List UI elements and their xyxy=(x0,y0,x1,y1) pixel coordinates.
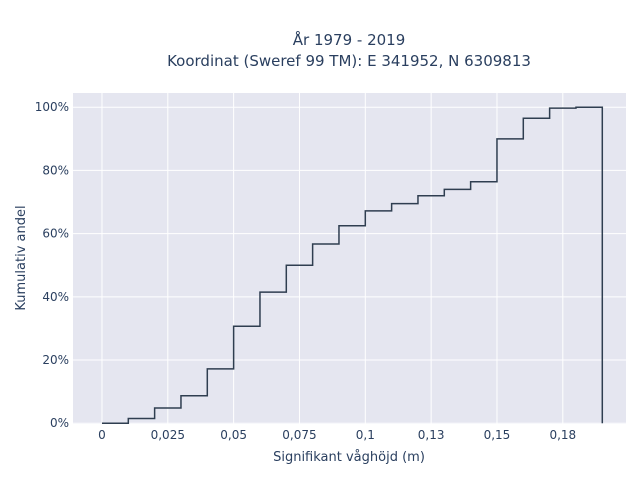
y-tick-label: 60% xyxy=(42,227,69,241)
y-axis-label: Kumulativ andel xyxy=(14,205,29,310)
y-axis-ticks: 0% 20% 40% 60% 80% 100% xyxy=(35,100,69,430)
chart-subtitle-line: Koordinat (Sweref 99 TM): E 341952, N 63… xyxy=(167,52,531,70)
grid xyxy=(73,93,626,424)
series-line xyxy=(101,106,604,424)
x-axis-ticks: 0 0,025 0,05 0,075 0,1 0,13 0,15 0,18 xyxy=(98,428,576,442)
x-tick-label: 0,075 xyxy=(282,428,316,442)
chart-title-line: År 1979 - 2019 xyxy=(293,30,406,49)
series-layer xyxy=(101,106,604,424)
x-axis-label: Signifikant våghöjd (m) xyxy=(273,450,425,465)
y-tick-label: 0% xyxy=(50,416,69,430)
chart-title: År 1979 - 2019 Koordinat (Sweref 99 TM):… xyxy=(167,30,531,70)
x-tick-label: 0,15 xyxy=(484,428,511,442)
x-tick-label: 0,13 xyxy=(418,428,445,442)
x-tick-label: 0 xyxy=(98,428,106,442)
x-tick-label: 0,025 xyxy=(151,428,185,442)
y-tick-label: 20% xyxy=(42,353,69,367)
x-tick-label: 0,18 xyxy=(549,428,576,442)
y-tick-label: 40% xyxy=(42,290,69,304)
y-tick-label: 80% xyxy=(42,163,69,177)
x-tick-label: 0,05 xyxy=(220,428,247,442)
y-tick-label: 100% xyxy=(35,100,69,114)
plot-area xyxy=(73,93,626,424)
x-tick-label: 0,1 xyxy=(356,428,375,442)
